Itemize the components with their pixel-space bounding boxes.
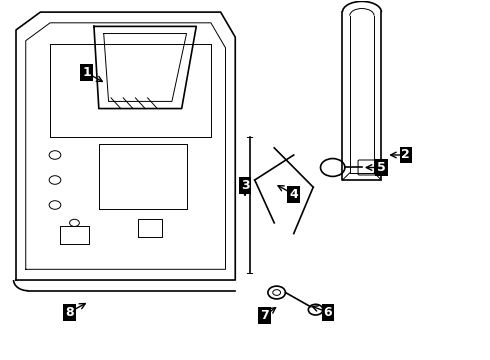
Text: 1: 1 [82, 66, 91, 79]
Text: 7: 7 [260, 309, 269, 322]
Text: 2: 2 [401, 148, 410, 162]
Text: 3: 3 [241, 179, 249, 192]
Text: 5: 5 [377, 161, 386, 174]
Text: 8: 8 [65, 306, 74, 319]
Text: 4: 4 [290, 188, 298, 201]
Text: 6: 6 [323, 306, 332, 319]
